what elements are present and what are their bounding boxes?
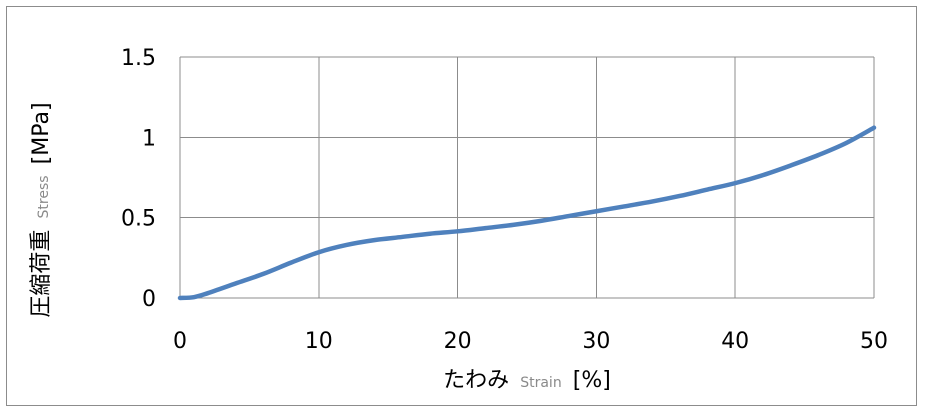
chart-frame [6,6,917,406]
x-tick-label: 10 [305,329,333,354]
tick-labels: 0 10 20 30 40 50 0 0.5 1 1.5 [121,46,888,354]
grid [179,56,875,299]
x-axis-title: たわみ Strain [%] [443,368,611,393]
x-axis-label-main: たわみ [443,368,509,393]
y-tick-label: 0.5 [121,207,156,232]
x-tick-label: 30 [582,329,610,354]
y-axis-title: 圧縮荷重 Stress [MPa] [29,102,54,317]
series-line-0 [177,125,877,301]
series-layer [177,125,877,301]
x-axis-label-sub: Strain [520,375,561,391]
x-tick-label: 50 [860,329,888,354]
stress-strain-chart: 0 10 20 30 40 50 0 0.5 1 1.5 たわみ Strain [%] 圧縮荷重 … [29,46,888,393]
y-tick-label: 0 [142,287,156,312]
y-axis-label-main: 圧縮荷重 [29,230,54,318]
y-tick-label: 1.5 [121,46,156,71]
x-tick-label: 20 [444,329,472,354]
y-axis-label-sub: Stress [36,175,52,218]
x-tick-label: 0 [173,329,187,354]
y-tick-label: 1 [142,126,156,151]
x-tick-label: 40 [721,329,749,354]
y-axis-label-unit: [MPa] [29,102,54,164]
x-axis-label-unit: [%] [573,368,611,393]
